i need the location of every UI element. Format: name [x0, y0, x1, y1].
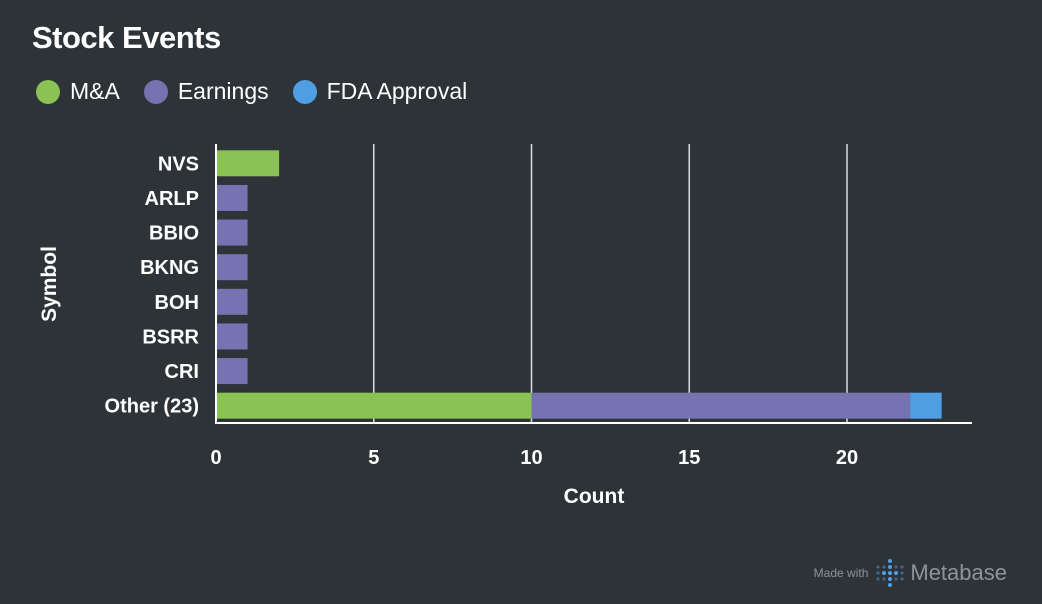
legend-dot-earnings	[143, 79, 168, 104]
y-tick-label: ARLP	[145, 188, 199, 210]
metabase-brand-text: Metabase	[910, 560, 1007, 585]
bar-other-23-m-a[interactable]	[216, 392, 532, 419]
bar-bkng-earnings[interactable]	[216, 254, 248, 281]
bar-bsrr-earnings[interactable]	[216, 323, 248, 350]
y-tick-label: BSRR	[142, 326, 199, 348]
x-axis-title: Count	[564, 485, 625, 508]
bar-other-23-fda-approval[interactable]	[910, 392, 942, 419]
y-tick-label: CRI	[165, 361, 199, 383]
metabase-logo-icon	[876, 559, 904, 587]
legend: M&A Earnings FDA Approval	[36, 78, 491, 105]
legend-label-earnings: Earnings	[177, 78, 269, 104]
bar-cri-earnings[interactable]	[216, 358, 248, 385]
y-tick-label: BBIO	[149, 223, 199, 245]
legend-dot-fda-approval	[292, 79, 317, 104]
y-tick-label: Other (23)	[105, 396, 199, 418]
legend-dot-ma	[36, 79, 60, 104]
x-tick-label: 10	[520, 447, 542, 469]
made-with-text: Made with	[813, 566, 869, 580]
x-tick-label: 15	[678, 447, 700, 469]
x-tick-label: 0	[210, 447, 221, 469]
y-tick-label: BOH	[155, 292, 199, 314]
y-tick-label: BKNG	[140, 257, 199, 279]
legend-label-fda-approval: FDA Approval	[326, 78, 468, 104]
bar-nvs-m-a[interactable]	[216, 150, 280, 177]
legend-item-earnings[interactable]: Earnings	[143, 78, 269, 105]
y-axis-title: Symbol	[38, 246, 61, 322]
x-tick-label: 20	[836, 447, 858, 469]
bar-boh-earnings[interactable]	[216, 288, 248, 315]
bar-arlp-earnings[interactable]	[216, 184, 248, 211]
bar-other-23-earnings[interactable]	[531, 392, 911, 419]
y-tick-label: NVS	[158, 153, 199, 175]
legend-item-ma[interactable]: M&A	[36, 78, 120, 105]
chart-title: Stock Events	[32, 20, 221, 55]
legend-label-ma: M&A	[70, 78, 120, 104]
x-tick-label: 5	[368, 447, 379, 469]
footer-branding[interactable]: Made with Metabase	[814, 559, 1007, 587]
legend-item-fda-approval[interactable]: FDA Approval	[292, 78, 468, 105]
bar-bbio-earnings[interactable]	[216, 219, 248, 246]
